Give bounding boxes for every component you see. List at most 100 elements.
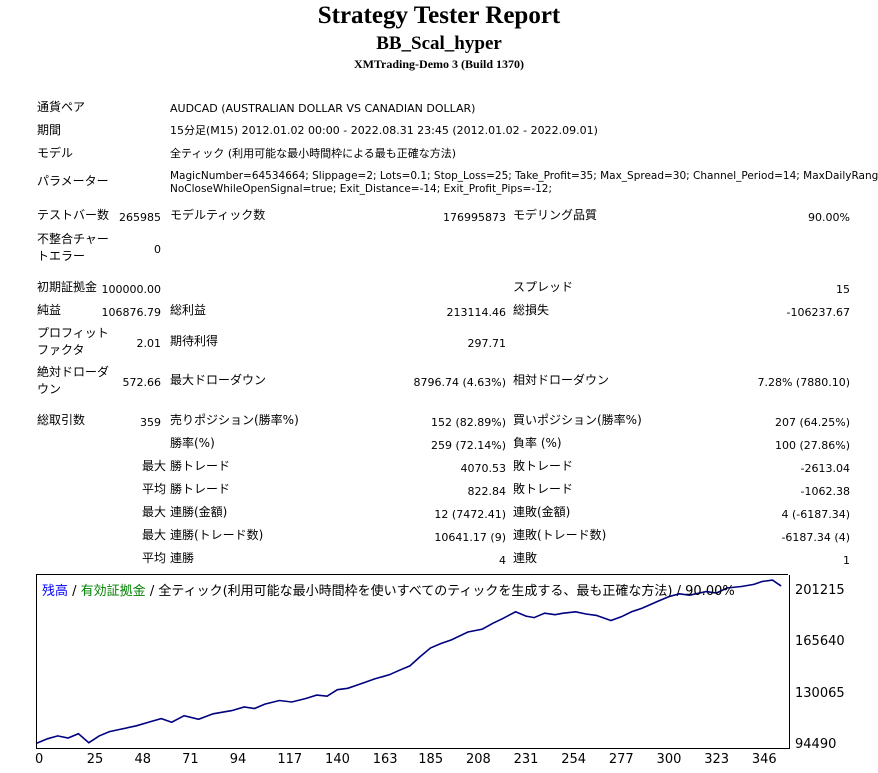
x-tick-label: 94 <box>229 752 247 767</box>
profit-factor-label-line-1: プロフィット <box>37 326 109 340</box>
max-cons-loss-label: 連敗(トレード数) <box>513 528 607 542</box>
balance-point <box>419 655 421 658</box>
short-positions-label: 売りポジション(勝率%) <box>170 413 299 427</box>
balance-point <box>595 614 598 616</box>
balance-point <box>409 665 411 667</box>
avg-cons-wins-label: 連勝 <box>170 551 195 565</box>
x-tick-label: 185 <box>418 752 444 767</box>
params-line-2: NoCloseWhileOpenSignal=true; Exit_Distan… <box>170 183 553 195</box>
model-label: モデル <box>37 146 74 160</box>
balance-point <box>347 687 349 689</box>
quality-value: 90.00% <box>808 211 850 224</box>
spread-value: 15 <box>836 283 850 296</box>
balance-point <box>264 703 266 705</box>
balance-point <box>37 742 38 744</box>
server-build: XMTrading-Demo 3 (Build 1370) <box>353 57 525 71</box>
max-drawdown-value: 8796.74 (4.63%) <box>413 376 506 389</box>
long-positions-value: 207 (64.25%) <box>774 416 850 429</box>
long-positions-label: 買いポジション(勝率%) <box>513 413 642 427</box>
expert-name: BB_Scal_hyper <box>376 33 502 54</box>
y-tick-label: 201215 <box>795 583 845 598</box>
balance-point <box>135 725 137 727</box>
x-tick-label: 140 <box>325 752 350 767</box>
max-cons-profit-label: 連勝(トレード数) <box>170 528 264 542</box>
bars-label: テストバー数 <box>37 208 110 222</box>
deposit-value: 100000.00 <box>101 283 162 296</box>
balance-point <box>316 694 318 696</box>
balance-point <box>77 733 79 735</box>
period-value: 15分足(M15) 2012.01.02 00:00 - 2022.08.31 … <box>170 124 598 137</box>
balance-chart <box>36 575 790 749</box>
x-tick-label: 163 <box>372 752 398 767</box>
balance-point <box>150 720 152 723</box>
balance-line <box>37 579 782 744</box>
balance-point <box>562 612 564 614</box>
balance-point <box>212 713 214 715</box>
balance-point <box>641 607 643 609</box>
balance-point <box>430 647 432 649</box>
max-cons-profit-value: 10641.17 (9) <box>434 531 506 544</box>
balance-point <box>771 579 774 581</box>
avg-cons-wins-value: 4 <box>499 554 506 567</box>
absolute-drawdown-value: 572.66 <box>122 376 162 389</box>
ticks-label: モデルティック数 <box>170 208 266 222</box>
balance-point <box>278 699 280 702</box>
max-cons-loss-value: -6187.34 (4) <box>781 531 850 544</box>
balance-point <box>399 669 401 671</box>
expected-payoff-label: 期待利得 <box>170 334 219 348</box>
balance-point <box>57 735 59 737</box>
profit-factor-label-line-2: ファクタ <box>37 343 85 357</box>
bars-value: 265985 <box>119 211 161 224</box>
x-tick-label: 323 <box>704 752 730 767</box>
avg-cons-word: 平均 <box>142 551 167 565</box>
max-cons-word: 最大 <box>142 505 167 519</box>
balance-point <box>253 707 256 710</box>
gross-profit-value: 213114.46 <box>446 306 507 319</box>
chart-legend: 残高 / 有効証拠金 / 全ティック(利用可能な最小時間枠を使いすべてのティック… <box>42 580 735 599</box>
balance-point <box>357 684 359 686</box>
period-label: 期間 <box>37 123 62 137</box>
balance-point <box>585 613 587 615</box>
absolute-drawdown-label-line-2: ウン <box>37 382 62 396</box>
balance-point <box>440 642 442 645</box>
average-win-label: 勝トレード <box>170 482 231 496</box>
avg-cons-losses-value: 1 <box>843 554 850 567</box>
average-word: 平均 <box>142 482 167 496</box>
short-positions-value: 152 (82.89%) <box>430 416 506 429</box>
x-tick-label: 300 <box>656 752 682 767</box>
balance-chart-plot <box>37 579 782 744</box>
x-tick-label: 117 <box>277 752 303 767</box>
balance-point <box>533 617 535 619</box>
balance-point <box>46 738 48 740</box>
balance-point <box>305 697 307 699</box>
gross-loss-value: -106237.67 <box>786 306 850 319</box>
balance-point <box>689 594 691 596</box>
balance-point <box>160 718 162 720</box>
balance-point <box>119 728 121 730</box>
average-win-value: 822.84 <box>467 485 507 498</box>
largest-word: 最大 <box>142 459 167 473</box>
balance-point <box>575 611 577 613</box>
balance-point <box>198 718 200 720</box>
params-label: パラメーター <box>37 174 109 188</box>
model-value: 全ティック (利用可能な最小時間枠による最も正確な方法) <box>170 147 457 160</box>
balance-point <box>515 611 517 613</box>
balance-point <box>67 737 69 739</box>
balance-point <box>753 583 755 585</box>
balance-point <box>326 695 328 697</box>
balance-point <box>171 721 173 723</box>
avg-cons-losses-label: 連敗 <box>513 551 538 565</box>
balance-point <box>678 593 680 595</box>
deposit-label: 初期証拠金 <box>37 280 98 294</box>
balance-point <box>88 742 90 744</box>
balance-point <box>554 614 556 616</box>
profit-factor-value: 2.01 <box>136 337 162 350</box>
y-tick-label: 94490 <box>795 737 837 752</box>
balance-point <box>108 731 111 733</box>
balance-point <box>726 587 728 589</box>
balance-point <box>291 701 293 703</box>
spread-label: スプレッド <box>513 280 574 294</box>
quality-label: モデリング品質 <box>513 208 598 222</box>
max-drawdown-label: 最大ドローダウン <box>170 373 267 387</box>
balance-point <box>243 706 245 708</box>
